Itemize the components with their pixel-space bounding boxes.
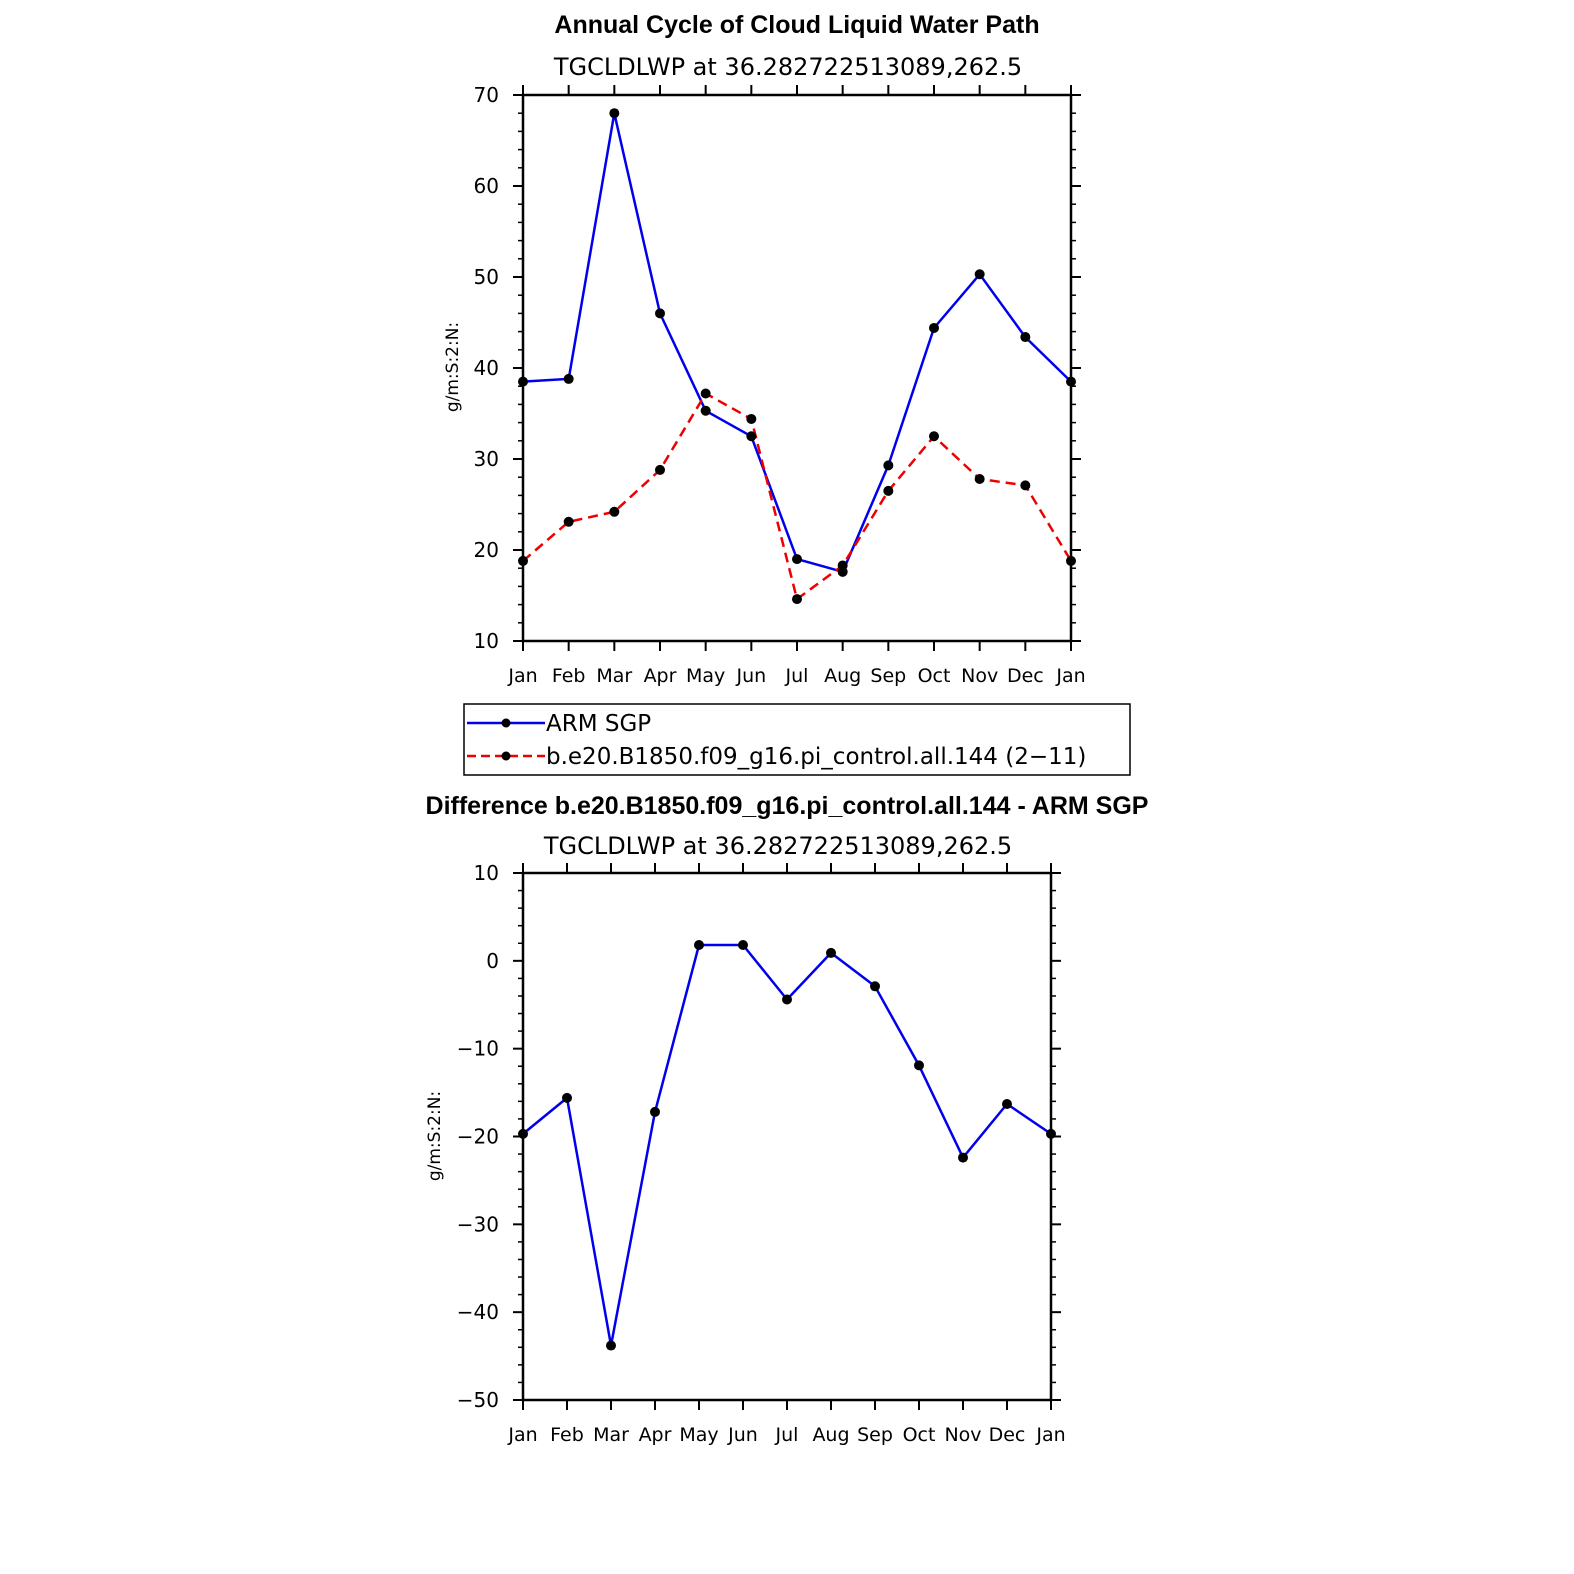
chart-title: Annual Cycle of Cloud Liquid Water Path [554, 11, 1039, 39]
series-0-point [738, 940, 748, 951]
series-0-point [1020, 332, 1031, 343]
series-0-point [782, 994, 792, 1005]
y-tick-label: 40 [474, 356, 499, 380]
legend-marker-arm-sgp [501, 718, 511, 728]
chart-title: Difference b.e20.B1850.f09_g16.pi_contro… [426, 792, 1149, 820]
series-0-point [883, 460, 894, 471]
x-tick-label: Feb [552, 665, 586, 687]
y-tick-label: 50 [474, 265, 499, 289]
series-1-point [518, 555, 528, 566]
series-1-point [974, 474, 985, 485]
series-line-0 [522, 943, 1052, 1347]
x-tick-label: Sep [870, 665, 906, 687]
series-0-point [870, 981, 880, 992]
x-tick-label: Jan [1055, 665, 1085, 687]
x-tick-label: Oct [918, 665, 951, 687]
series-0-point [694, 940, 704, 951]
x-tick-label: Sep [857, 1424, 893, 1446]
series-1-point [929, 431, 939, 442]
series-1-point [609, 506, 620, 517]
x-tick-label: Jan [1035, 1424, 1065, 1446]
difference-chart: Difference b.e20.B1850.f09_g16.pi_contro… [425, 792, 1148, 1446]
series-0-point [606, 1340, 616, 1351]
series-1-point [655, 464, 665, 475]
y-tick-label: −50 [457, 1388, 499, 1412]
legend: ARM SGP b.e20.B1850.f09_g16.pi_control.a… [463, 703, 1131, 776]
series-0-point [655, 308, 665, 319]
x-tick-label: Apr [639, 1424, 672, 1446]
x-tick-label: Oct [903, 1424, 936, 1446]
series-0-point [518, 376, 528, 387]
series-0-point [826, 947, 836, 958]
series-0-point [1046, 1128, 1056, 1139]
x-tick-label: Mar [593, 1424, 629, 1446]
series-0-point [650, 1106, 660, 1117]
x-tick-label: Mar [596, 665, 632, 687]
y-tick-label: −10 [457, 1037, 499, 1061]
x-tick-label: May [686, 665, 725, 687]
chart-subtitle: TGCLDLWP at 36.282722513089,262.5 [543, 832, 1012, 860]
series-0-point [974, 269, 985, 280]
x-tick-label: Jun [735, 665, 766, 687]
x-tick-label: Jan [507, 1424, 537, 1446]
series-1-point [746, 413, 757, 424]
chart-subtitle: TGCLDLWP at 36.282722513089,262.5 [553, 53, 1022, 81]
legend-label-model: b.e20.B1850.f09_g16.pi_control.all.144 (… [546, 744, 1086, 770]
series-1-point [1020, 480, 1031, 491]
legend-box [463, 703, 1131, 776]
series-1-point [792, 594, 802, 605]
plot-frame [521, 871, 1053, 1402]
x-tick-label: Aug [812, 1424, 849, 1446]
series-0-point [518, 1128, 528, 1139]
x-tick-label: Nov [961, 665, 998, 687]
series-0-point [958, 1152, 968, 1163]
series-0-point [563, 373, 574, 384]
x-tick-label: Jan [507, 665, 537, 687]
y-tick-label: 20 [474, 538, 499, 562]
series-1-point [883, 485, 894, 496]
series-0-point [929, 322, 939, 333]
series-1-point [1066, 555, 1076, 566]
x-tick-label: Jul [775, 1424, 799, 1446]
series-0-point [746, 431, 757, 442]
series-0-point [1002, 1099, 1012, 1110]
y-tick-label: 0 [486, 949, 499, 973]
legend-label-arm-sgp: ARM SGP [546, 711, 651, 737]
series-line-1 [522, 392, 1073, 601]
x-tick-label: Apr [644, 665, 677, 687]
x-tick-label: Jul [785, 665, 809, 687]
y-tick-label: 70 [474, 83, 499, 107]
y-tick-label: 10 [474, 629, 499, 653]
y-tick-label: 10 [474, 861, 499, 885]
series-0-point [562, 1092, 572, 1103]
series-line-0 [522, 111, 1072, 574]
x-tick-label: Aug [824, 665, 861, 687]
y-tick-label: −40 [457, 1300, 499, 1324]
x-tick-label: Dec [1007, 665, 1044, 687]
x-tick-label: May [679, 1424, 718, 1446]
y-tick-label: 30 [474, 447, 499, 471]
series-1-point [700, 388, 711, 399]
x-tick-label: Feb [550, 1424, 584, 1446]
x-tick-label: Dec [989, 1424, 1026, 1446]
y-tick-label: −30 [457, 1212, 499, 1236]
series-0-point [914, 1060, 924, 1071]
y-tick-label: 60 [474, 174, 499, 198]
series-1-point [563, 516, 574, 527]
y-axis-title: g/m:S:2:N: [425, 1091, 445, 1181]
series-0-point [792, 554, 802, 565]
series-0-point [1066, 376, 1076, 387]
y-tick-label: −20 [457, 1125, 499, 1149]
series-1-point [837, 560, 848, 571]
legend-marker-model [501, 751, 511, 761]
x-tick-label: Jun [727, 1424, 758, 1446]
annual-cycle-chart: Annual Cycle of Cloud Liquid Water Path … [443, 11, 1131, 776]
series-0-point [609, 108, 620, 119]
series-0-point [700, 405, 711, 416]
y-axis-title: g/m:S:2:N: [443, 322, 463, 412]
x-tick-label: Nov [944, 1424, 981, 1446]
